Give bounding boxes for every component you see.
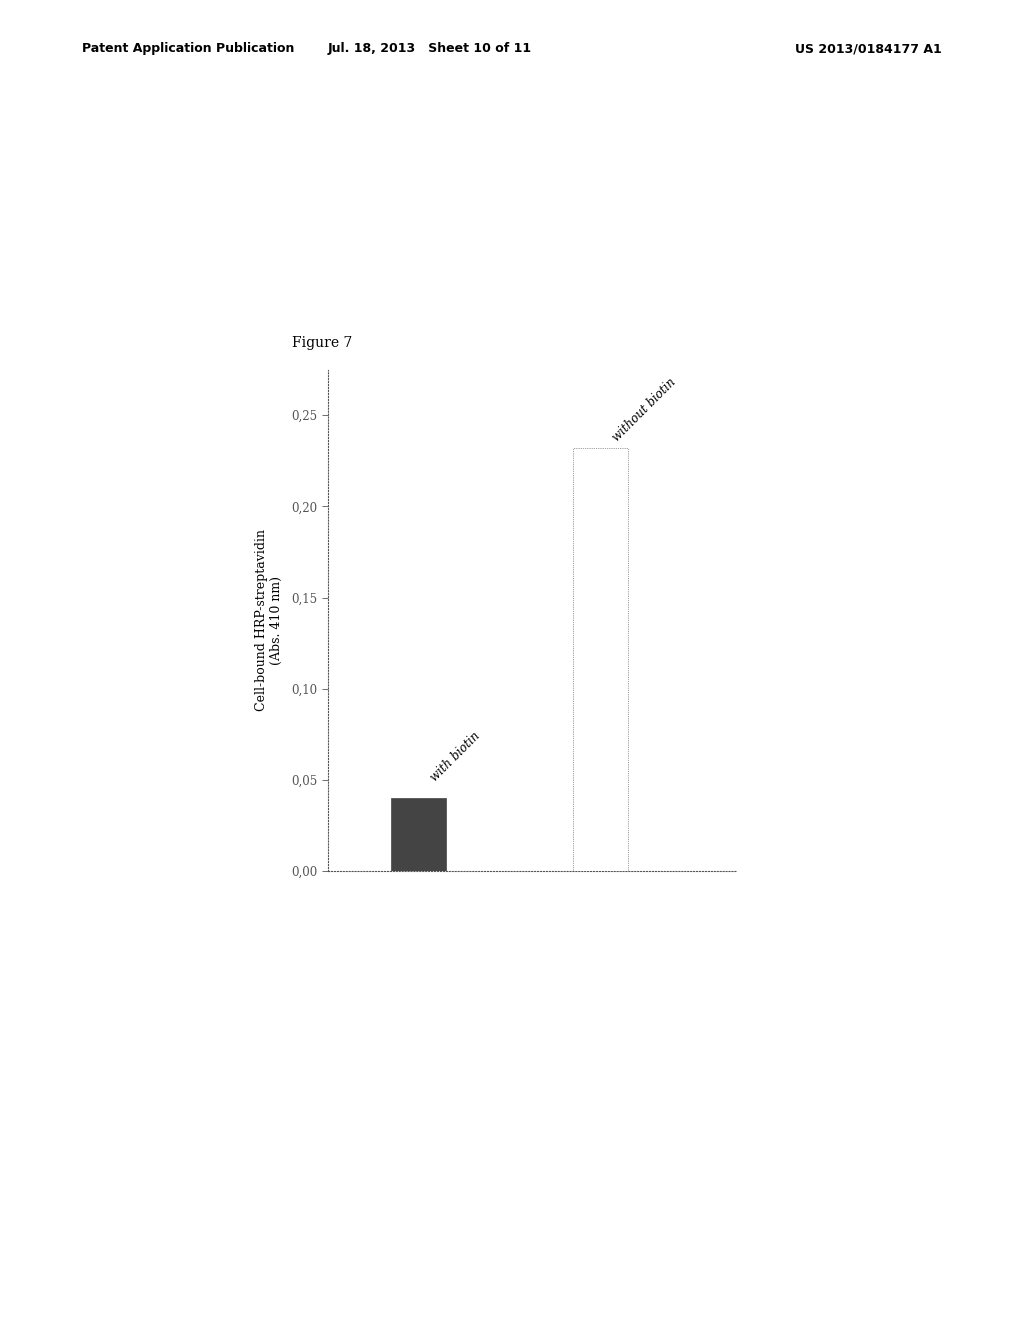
Text: US 2013/0184177 A1: US 2013/0184177 A1 [796,42,942,55]
Bar [391,799,446,871]
Text: Jul. 18, 2013   Sheet 10 of 11: Jul. 18, 2013 Sheet 10 of 11 [328,42,532,55]
Bar [573,447,628,871]
Text: Figure 7: Figure 7 [292,335,352,350]
Text: without biotin: without biotin [610,376,678,445]
Y-axis label: Cell-bound HRP-streptavidin
(Abs. 410 nm): Cell-bound HRP-streptavidin (Abs. 410 nm… [255,529,283,711]
Text: Patent Application Publication: Patent Application Publication [82,42,294,55]
Text: with biotin: with biotin [428,729,482,784]
